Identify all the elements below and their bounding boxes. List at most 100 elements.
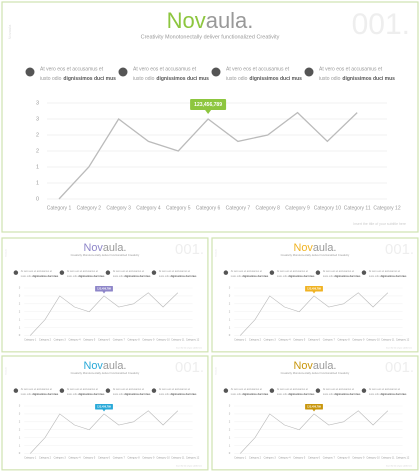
footnote: Insert the title of your subtitle here [176, 346, 202, 349]
annotation-pointer [312, 409, 316, 412]
legend-bold: dignissimos duci mus [288, 275, 315, 278]
legend-line1: At vero eos et accusamus et [40, 66, 104, 72]
title-accent: Nov [83, 360, 103, 372]
footnote: Insert the title of your subtitle here [386, 464, 412, 467]
x-tick-label: Category 3 [264, 339, 277, 342]
x-tick-label: Category 11 [381, 339, 395, 342]
slide-number: 001. [175, 360, 204, 376]
y-tick-label: 2 [36, 132, 39, 138]
annotation-box [190, 99, 227, 110]
slide-frame [1, 355, 209, 471]
annotation-box [95, 286, 113, 292]
side-label: Novaula [215, 248, 217, 256]
x-tick-label: Category 6 [98, 339, 111, 342]
legend-dot [361, 270, 367, 275]
y-tick-label: 3 [229, 286, 231, 290]
x-tick-label: Category 7 [323, 457, 336, 460]
slide-frame [211, 237, 419, 353]
slide: 001. Novaula Novaula.Creativity Monotonect… [1, 237, 209, 353]
legend-dot [315, 270, 321, 275]
legend-bold: dignissimos duci mus [170, 393, 197, 396]
x-tick-label: Category 8 [337, 339, 350, 342]
x-tick-label: Category 4 [136, 205, 161, 211]
y-tick-label: 2 [19, 302, 21, 306]
legend-line1: At vero eos et accusamus et [159, 388, 190, 391]
annotation-box [95, 404, 113, 410]
legend-bold: dignissimos duci mus [242, 393, 269, 396]
y-tick-label: 1 [36, 164, 39, 170]
legend-text: iusto odio [277, 275, 288, 278]
legend-line2: iusto odiodignissimos duci mus [67, 393, 105, 396]
legend-bold: dignissimos duci mus [380, 393, 407, 396]
y-tick-label: 1 [19, 317, 21, 321]
slide-number: 001. [385, 242, 414, 258]
x-tick-label: Category 10 [156, 339, 170, 342]
x-tick-label: Category 2 [39, 457, 52, 460]
x-tick-label: Category 10 [156, 457, 170, 460]
x-tick-label: Category 9 [285, 205, 310, 211]
legend-line2: iusto odiodignissimos duci mus [323, 275, 361, 278]
y-tick-label: 0 [19, 333, 21, 337]
legend-text: iusto odio [113, 275, 124, 278]
title: Novaula. [293, 242, 336, 254]
y-tick-label: 2 [19, 427, 21, 431]
x-tick-label: Category 9 [352, 457, 365, 460]
legend-text: iusto odio [319, 76, 341, 82]
legend-line1: At vero eos et accusamus et [21, 388, 52, 391]
legend-line2: iusto odiodignissimos duci mus [113, 275, 151, 278]
footnote: Insert the title of your subtitle here [386, 346, 412, 349]
legend-text: iusto odio [67, 275, 78, 278]
y-tick-label: 3 [229, 404, 231, 408]
legend-line1: At vero eos et accusamus et [369, 388, 400, 391]
x-tick-label: Category 3 [54, 339, 67, 342]
legend-dot [151, 388, 157, 393]
legend-line1: At vero eos et accusamus et [319, 66, 383, 72]
annotation: 123,456,789 [307, 405, 321, 408]
annotation: 123,456,789 [307, 287, 321, 290]
x-tick-label: Category 11 [344, 205, 371, 211]
x-tick-label: Category 7 [323, 339, 336, 342]
x-tick-label: Category 11 [381, 457, 395, 460]
title-rest: aula. [206, 8, 254, 33]
x-tick-label: Category 4 [68, 339, 81, 342]
y-tick-label: 3 [19, 286, 21, 290]
legend-line1: At vero eos et accusamus et [226, 66, 290, 72]
x-tick-label: Category 11 [171, 457, 185, 460]
slide-frame [1, 237, 209, 353]
legend-line1: At vero eos et accusamus et [323, 388, 354, 391]
y-tick-label: 0 [229, 333, 231, 337]
legend-line2: iusto odiodignissimos duci mus [21, 275, 59, 278]
y-tick-label: 2 [229, 302, 231, 306]
x-tick-label: Category 7 [113, 339, 126, 342]
legend-text: iusto odio [21, 393, 32, 396]
y-tick-label: 2 [229, 427, 231, 431]
y-tick-label: 2 [19, 309, 21, 313]
title-accent: Nov [167, 8, 206, 33]
x-tick-label: Category 4 [278, 457, 291, 460]
annotation: 123,456,789 [194, 102, 222, 108]
legend-dot [105, 270, 111, 275]
data-line [239, 292, 389, 336]
annotation: 123,456,789 [97, 287, 111, 290]
legend-dot [13, 388, 19, 393]
y-tick-label: 3 [19, 294, 21, 298]
x-tick-label: Category 12 [396, 339, 410, 342]
legend-dot [269, 388, 275, 393]
footnote: Insert the title of your subtitle here [176, 464, 202, 467]
legend-dot [315, 388, 321, 393]
x-tick-label: Category 1 [24, 457, 37, 460]
x-tick-label: Category 7 [226, 205, 251, 211]
legend-dot [105, 388, 111, 393]
slide: 001. Novaula Novaula.Creativity Monotonect… [1, 1, 419, 233]
x-tick-label: Category 2 [249, 457, 262, 460]
x-tick-label: Category 3 [264, 457, 277, 460]
legend-line2: iusto odiodignissimos duci mus [231, 275, 269, 278]
legend-text: iusto odio [231, 275, 242, 278]
legend-line2: iusto odiodignissimos duci mus [369, 275, 407, 278]
x-tick-label: Category 10 [366, 339, 380, 342]
legend-line1: At vero eos et accusamus et [277, 388, 308, 391]
y-tick-label: 1 [19, 435, 21, 439]
subtitle: Creativity Monotonectally deliver functi… [281, 253, 350, 257]
